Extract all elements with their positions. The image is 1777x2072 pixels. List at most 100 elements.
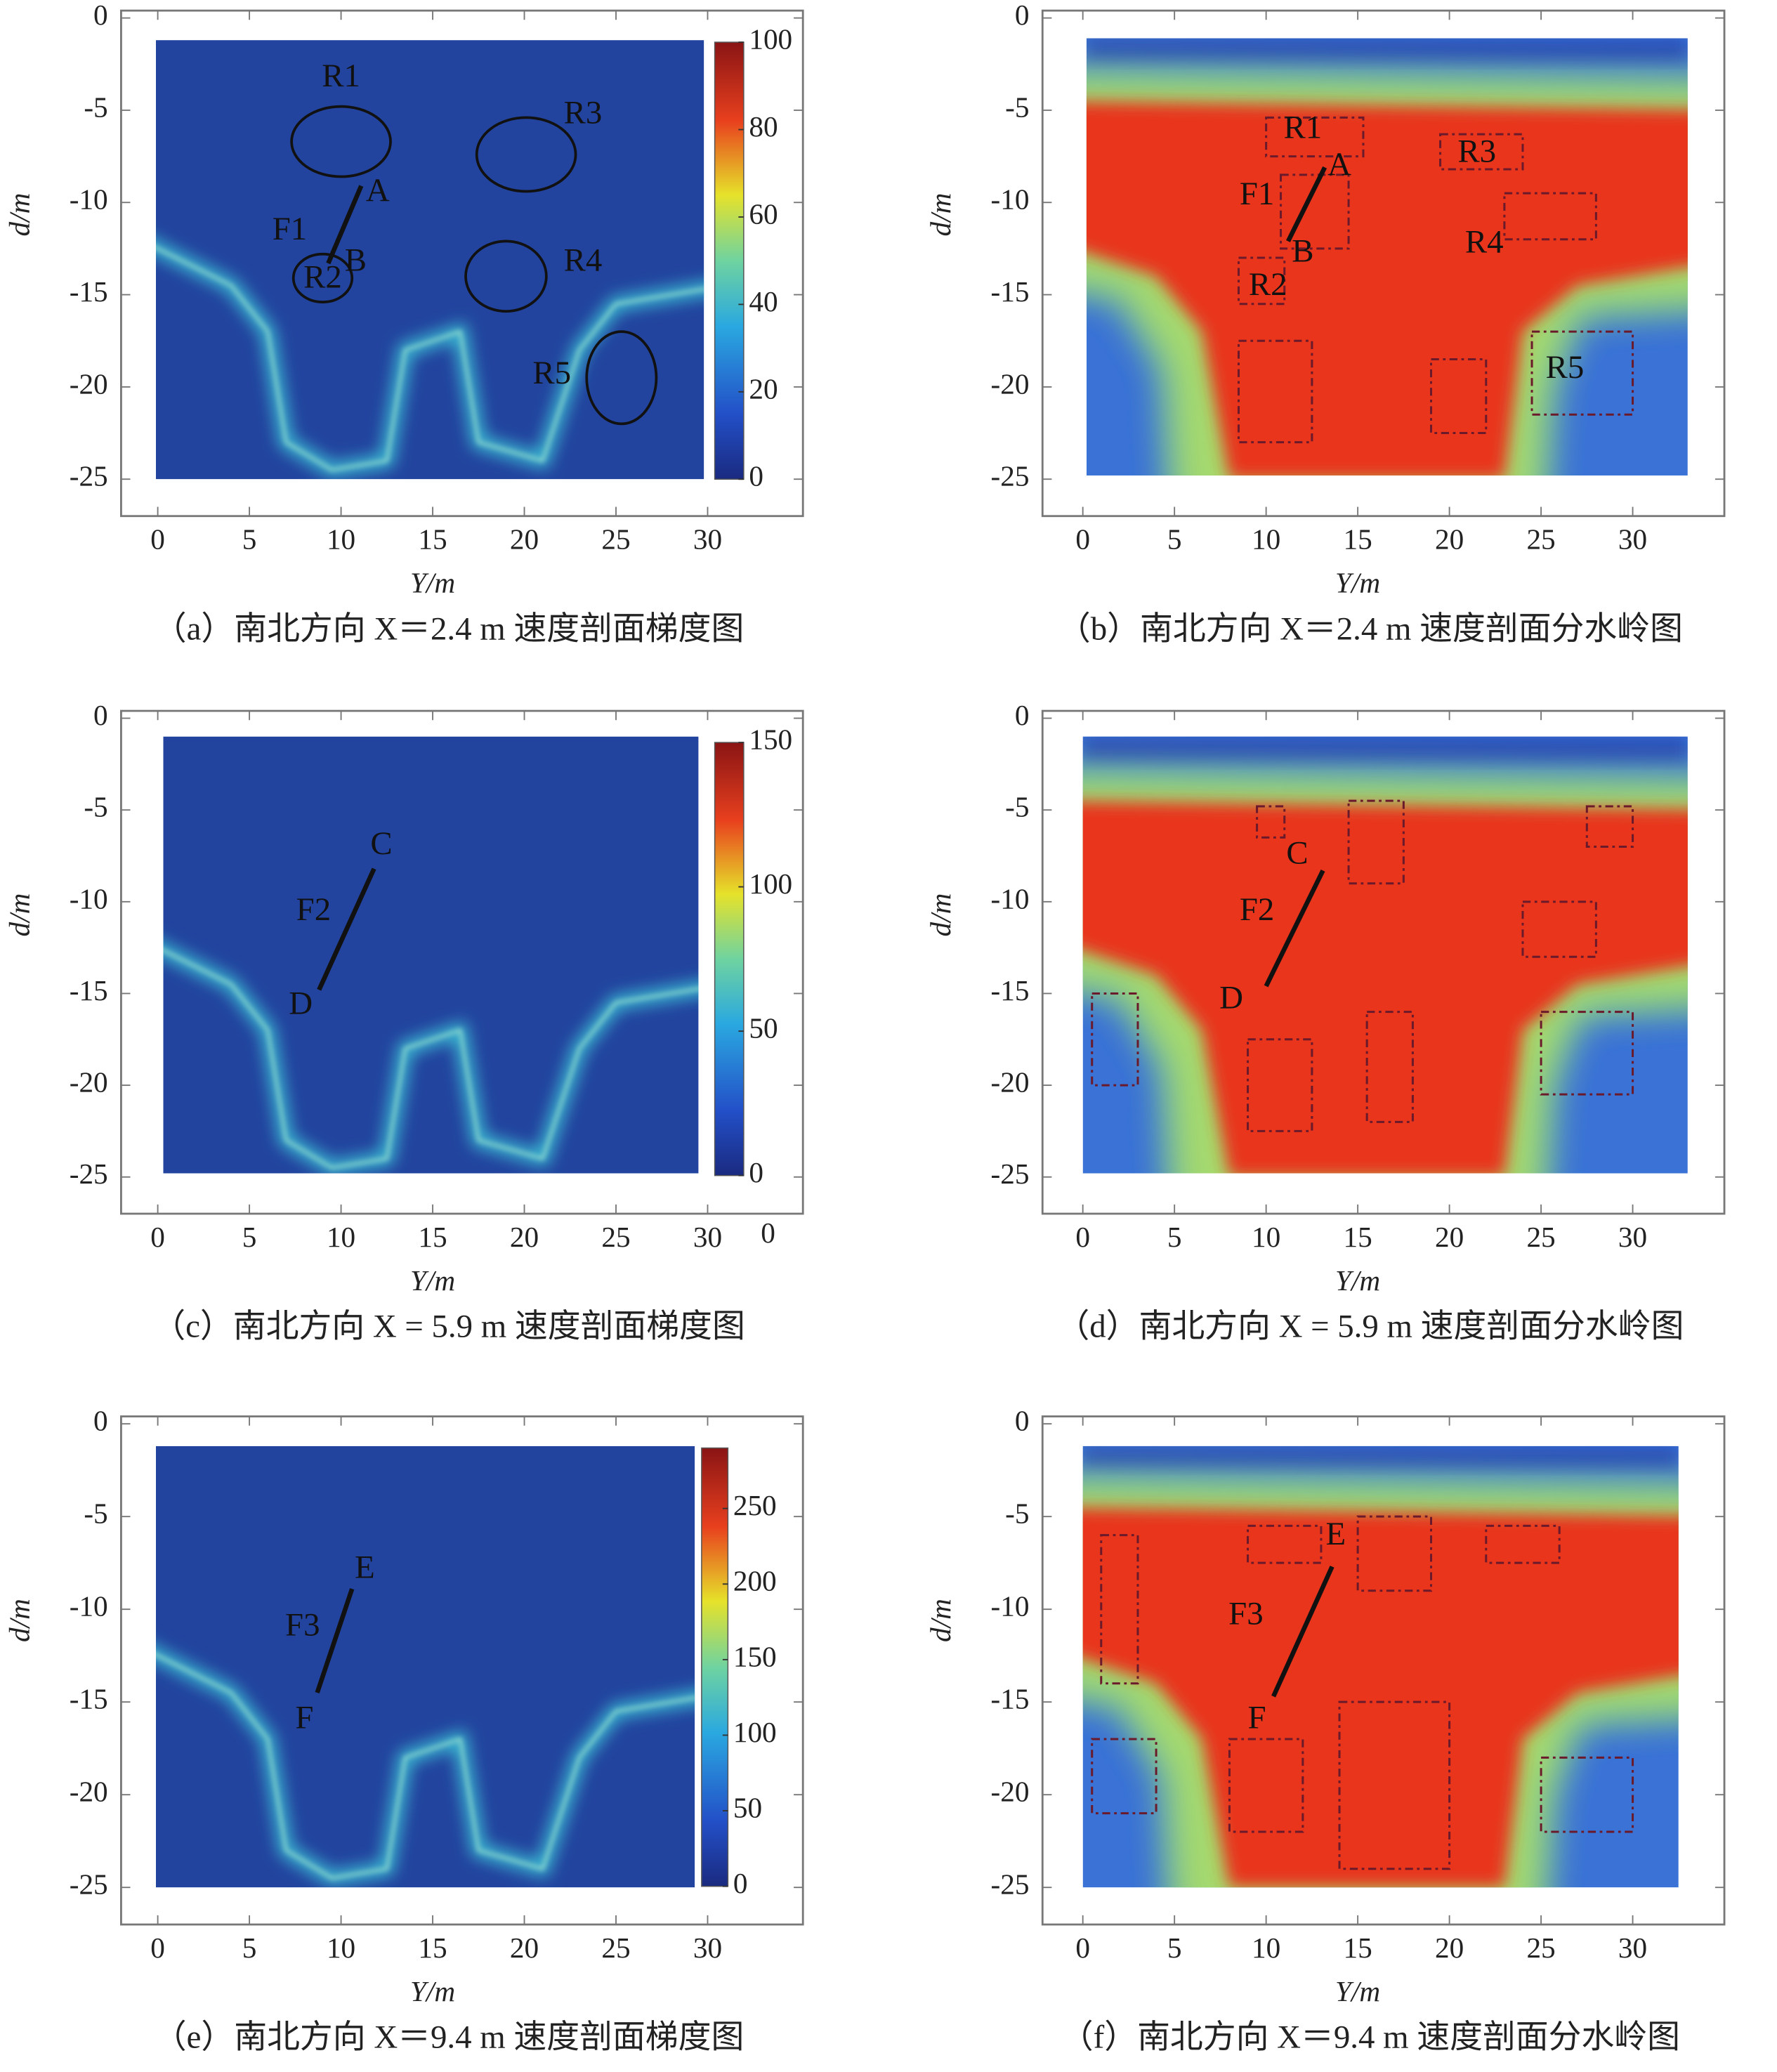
x-tick-label: 15 (1344, 1221, 1372, 1253)
x-tick-label: 20 (1435, 1932, 1464, 1964)
fault-line (326, 185, 364, 265)
y-axis-label: d/m (924, 1599, 957, 1642)
x-tick-label: 15 (1344, 1932, 1372, 1964)
caption: （d）南北方向 X = 5.9 m 速度剖面分水岭图 (1056, 1309, 1684, 1345)
x-tick-label: 15 (418, 1221, 447, 1253)
contour (1365, 1011, 1414, 1123)
y-axis-label: d/m (924, 193, 957, 237)
y-tick-label: 0 (93, 0, 108, 31)
annotation: D (1219, 980, 1243, 1016)
axes-frame (120, 1415, 804, 1926)
y-tick-label: -15 (991, 1683, 1030, 1715)
heatmap (155, 1445, 695, 1888)
annotation: R3 (1457, 133, 1496, 170)
x-tick-label: 5 (242, 523, 257, 556)
panel: 0 5 10 15 20 25 30 0 -5 -10 -15 -20 -25 Y/m d/m （c）南北方向… (3, 699, 804, 1345)
y-tick-label: -25 (70, 1868, 108, 1901)
contour (1530, 330, 1634, 416)
y-tick-label: 0 (93, 1405, 108, 1437)
region-circle (291, 252, 354, 303)
panel: 0 5 10 15 20 25 30 0 -5 -10 -15 -20 -25 Y/m d/m （a）南北方向… (3, 0, 804, 647)
contour (1237, 256, 1286, 306)
colorbar-tick-label: 50 (749, 1012, 778, 1044)
caption: （f）南北方向 X＝9.4 m 速度剖面分水岭图 (1061, 2019, 1680, 2056)
y-tick-label: 0 (1015, 699, 1030, 731)
x-tick-label: 10 (1252, 1221, 1280, 1253)
y-tick-label: -20 (991, 367, 1030, 400)
x-tick-label: 25 (601, 1932, 630, 1964)
x-tick-label: 25 (1526, 523, 1555, 556)
contour (1540, 1011, 1634, 1096)
contour (1100, 1534, 1139, 1685)
fault-line (1264, 869, 1325, 988)
x-tick-label: 30 (1618, 1932, 1647, 1964)
colorbar-tick-label: 250 (733, 1489, 777, 1521)
fault-line (317, 867, 376, 991)
colorbar-tick-label: 40 (749, 285, 778, 317)
x-tick-label: 10 (1252, 1932, 1280, 1964)
y-tick-label: -5 (84, 791, 107, 823)
contour (1091, 992, 1139, 1087)
colorbar-tick-label: 50 (733, 1792, 762, 1824)
fault-line (1286, 166, 1327, 242)
panel: 0 5 10 15 20 25 30 0 -5 -10 -15 -20 -25 Y/m d/m （b）南北方向… (924, 0, 1726, 647)
contour (1237, 339, 1313, 444)
colorbar-tick-label: 0 (749, 460, 763, 492)
x-tick-label: 25 (1526, 1221, 1555, 1253)
heatmap-zone (1082, 801, 1688, 1174)
x-tick-label: 0 (1075, 1932, 1090, 1964)
x-tick-label: 5 (1167, 1932, 1182, 1964)
contour (1503, 192, 1597, 241)
y-tick-label: 0 (1015, 1405, 1030, 1437)
x-tick-label: 30 (1618, 1221, 1647, 1253)
colorbar-tick-label: 200 (733, 1565, 777, 1597)
colorbar (714, 41, 745, 480)
y-tick-label: -20 (991, 1066, 1030, 1099)
x-tick-label: 20 (510, 1932, 539, 1964)
y-tick-label: 0 (1015, 0, 1030, 31)
colorbar-tick-label: 150 (733, 1640, 777, 1672)
y-tick-label: -10 (70, 183, 108, 216)
contour (1347, 799, 1405, 885)
heatmap-edge (163, 948, 699, 1169)
caption: （b）南北方向 X＝2.4 m 速度剖面分水岭图 (1058, 610, 1683, 647)
colorbar (714, 742, 745, 1176)
axes-frame (120, 709, 804, 1215)
annotation: C (1286, 834, 1308, 871)
y-tick-label: -5 (1005, 1497, 1029, 1530)
annotation: F (295, 1699, 313, 1736)
contour (1265, 116, 1365, 158)
x-tick-label: 30 (693, 1221, 722, 1253)
x-tick-label: 0 (150, 1932, 165, 1964)
region-circle (585, 330, 658, 426)
annotation: F2 (1240, 891, 1274, 928)
annotation: F3 (285, 1606, 320, 1643)
x-tick-label: 20 (1435, 523, 1464, 556)
y-tick-label: -15 (70, 1683, 108, 1715)
x-tick-label: 5 (242, 1932, 257, 1964)
x-axis-label: Y/m (410, 1264, 455, 1297)
y-tick-label: -5 (1005, 91, 1029, 123)
y-tick-label: -15 (991, 974, 1030, 1007)
region-circle (464, 240, 548, 313)
annotation: F1 (1240, 176, 1274, 212)
colorbar-tick-label: 150 (749, 723, 792, 756)
annotation: R4 (564, 242, 603, 279)
x-tick-label: 30 (693, 1932, 722, 1964)
y-tick-label: 0 (93, 699, 108, 731)
heatmap-edge (155, 246, 704, 472)
heatmap-top (1082, 736, 1688, 764)
y-tick-label: -15 (70, 974, 108, 1007)
x-axis-label: Y/m (1335, 567, 1380, 599)
colorbar-tick-label: 100 (733, 1716, 777, 1748)
x-tick-label: 20 (510, 523, 539, 556)
y-tick-label: -15 (70, 275, 108, 308)
x-tick-label: 0 (1075, 523, 1090, 556)
annotation: F (1248, 1699, 1266, 1736)
annotation: R1 (322, 58, 360, 94)
annotation: R4 (1465, 223, 1504, 260)
y-tick-label: -5 (84, 91, 107, 123)
panel: 0 5 10 15 20 25 30 0 -5 -10 -15 -20 -25 Y/m d/m （e）南北方向… (3, 1405, 804, 2056)
